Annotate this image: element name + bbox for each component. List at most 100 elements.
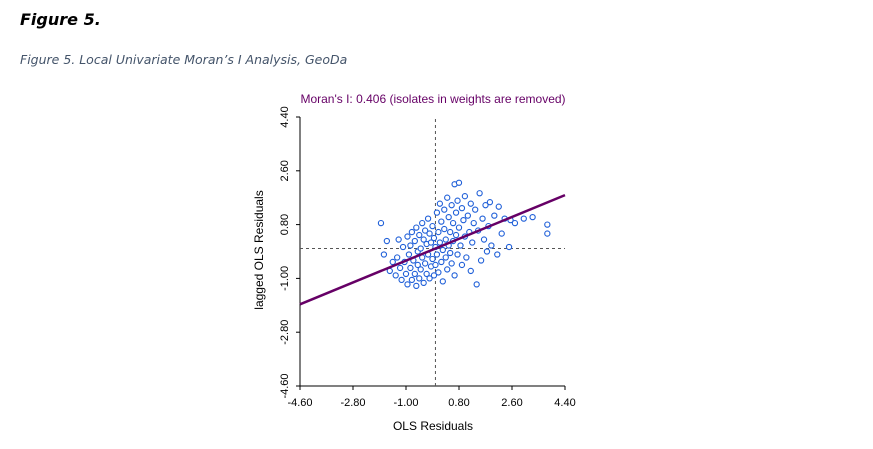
data-point [438,218,445,225]
data-point [479,215,486,222]
data-point [407,242,414,249]
data-point [436,200,444,207]
y-axis-ticks: -4.60 -2.80 -1.00 0.80 2.60 4.40 [279,106,300,399]
data-point [424,215,432,222]
data-point [477,257,485,264]
data-point [420,236,427,243]
data-point [411,237,418,245]
data-point [483,248,491,255]
data-point [399,243,407,251]
data-point [404,281,411,288]
data-point [467,200,474,207]
data-point [495,203,502,210]
data-point [463,254,470,261]
data-point [402,270,410,278]
x-tick-label: -4.60 [287,397,312,409]
data-point [430,234,438,242]
data-point [482,202,489,209]
data-point [438,258,445,266]
data-point [439,278,446,285]
data-point [445,213,452,221]
data-point [423,270,430,278]
data-point [461,193,469,200]
data-point [458,205,466,212]
data-point [448,260,455,267]
data-point [469,239,476,246]
data-point [454,251,461,258]
data-point [380,251,388,258]
x-tick-label: 4.40 [554,397,575,409]
data-point [544,230,551,237]
data-point [414,261,421,269]
data-point [544,221,551,228]
x-tick-label: 0.80 [448,397,469,409]
data-point [467,267,474,275]
data-point [458,261,466,269]
y-tick-label: 4.40 [279,106,291,127]
data-point [441,225,448,233]
data-point [444,194,451,201]
data-point [442,236,449,243]
data-point [452,209,460,216]
data-point [480,236,488,243]
data-point [498,230,505,237]
data-point [455,224,463,231]
x-tick-label: 2.60 [501,397,522,409]
y-tick-label: -1.00 [279,266,291,291]
data-point [464,212,471,219]
data-point [416,231,423,239]
data-point [494,251,501,258]
data-point [421,227,429,234]
y-tick-label: -2.80 [279,320,291,345]
x-tick-label: -1.00 [393,397,418,409]
data-point [449,219,457,227]
scatter-points [377,179,551,290]
y-tick-label: -4.60 [279,373,291,398]
data-point [433,209,441,216]
data-point [439,246,446,254]
data-point [455,179,463,186]
data-point [419,219,426,227]
data-point [417,266,424,273]
data-point [395,236,402,243]
y-tick-label: 2.60 [279,160,291,181]
data-point [398,276,405,284]
data-point [392,272,399,279]
figure-caption: Figure 5. Local Univariate Moran’s I Ana… [20,52,348,67]
data-point [426,275,433,282]
data-point [476,190,483,197]
data-point [451,272,458,279]
data-point [472,206,479,213]
data-point [470,219,477,227]
data-point [488,242,495,249]
data-point [429,222,436,230]
data-point [473,281,480,288]
data-point [377,219,385,227]
data-point [420,279,427,287]
regression-line [299,193,566,306]
data-point [433,251,441,258]
data-point [457,242,464,249]
data-point [416,275,423,282]
data-point [436,239,444,246]
data-point [429,255,436,263]
data-point [421,260,429,267]
data-point [442,254,449,261]
data-point [411,270,418,278]
data-point [430,272,438,279]
data-point [383,237,391,245]
data-point [432,261,439,269]
data-point [407,264,414,272]
data-point [404,233,411,240]
data-point [413,224,420,231]
x-tick-label: -2.80 [340,397,365,409]
data-point [452,231,460,239]
data-point [408,228,416,236]
data-point [405,251,413,258]
data-point [491,212,498,219]
x-axis-label: OLS Residuals [393,419,473,433]
data-point [520,215,527,222]
data-point [486,199,494,206]
data-point [435,269,442,276]
